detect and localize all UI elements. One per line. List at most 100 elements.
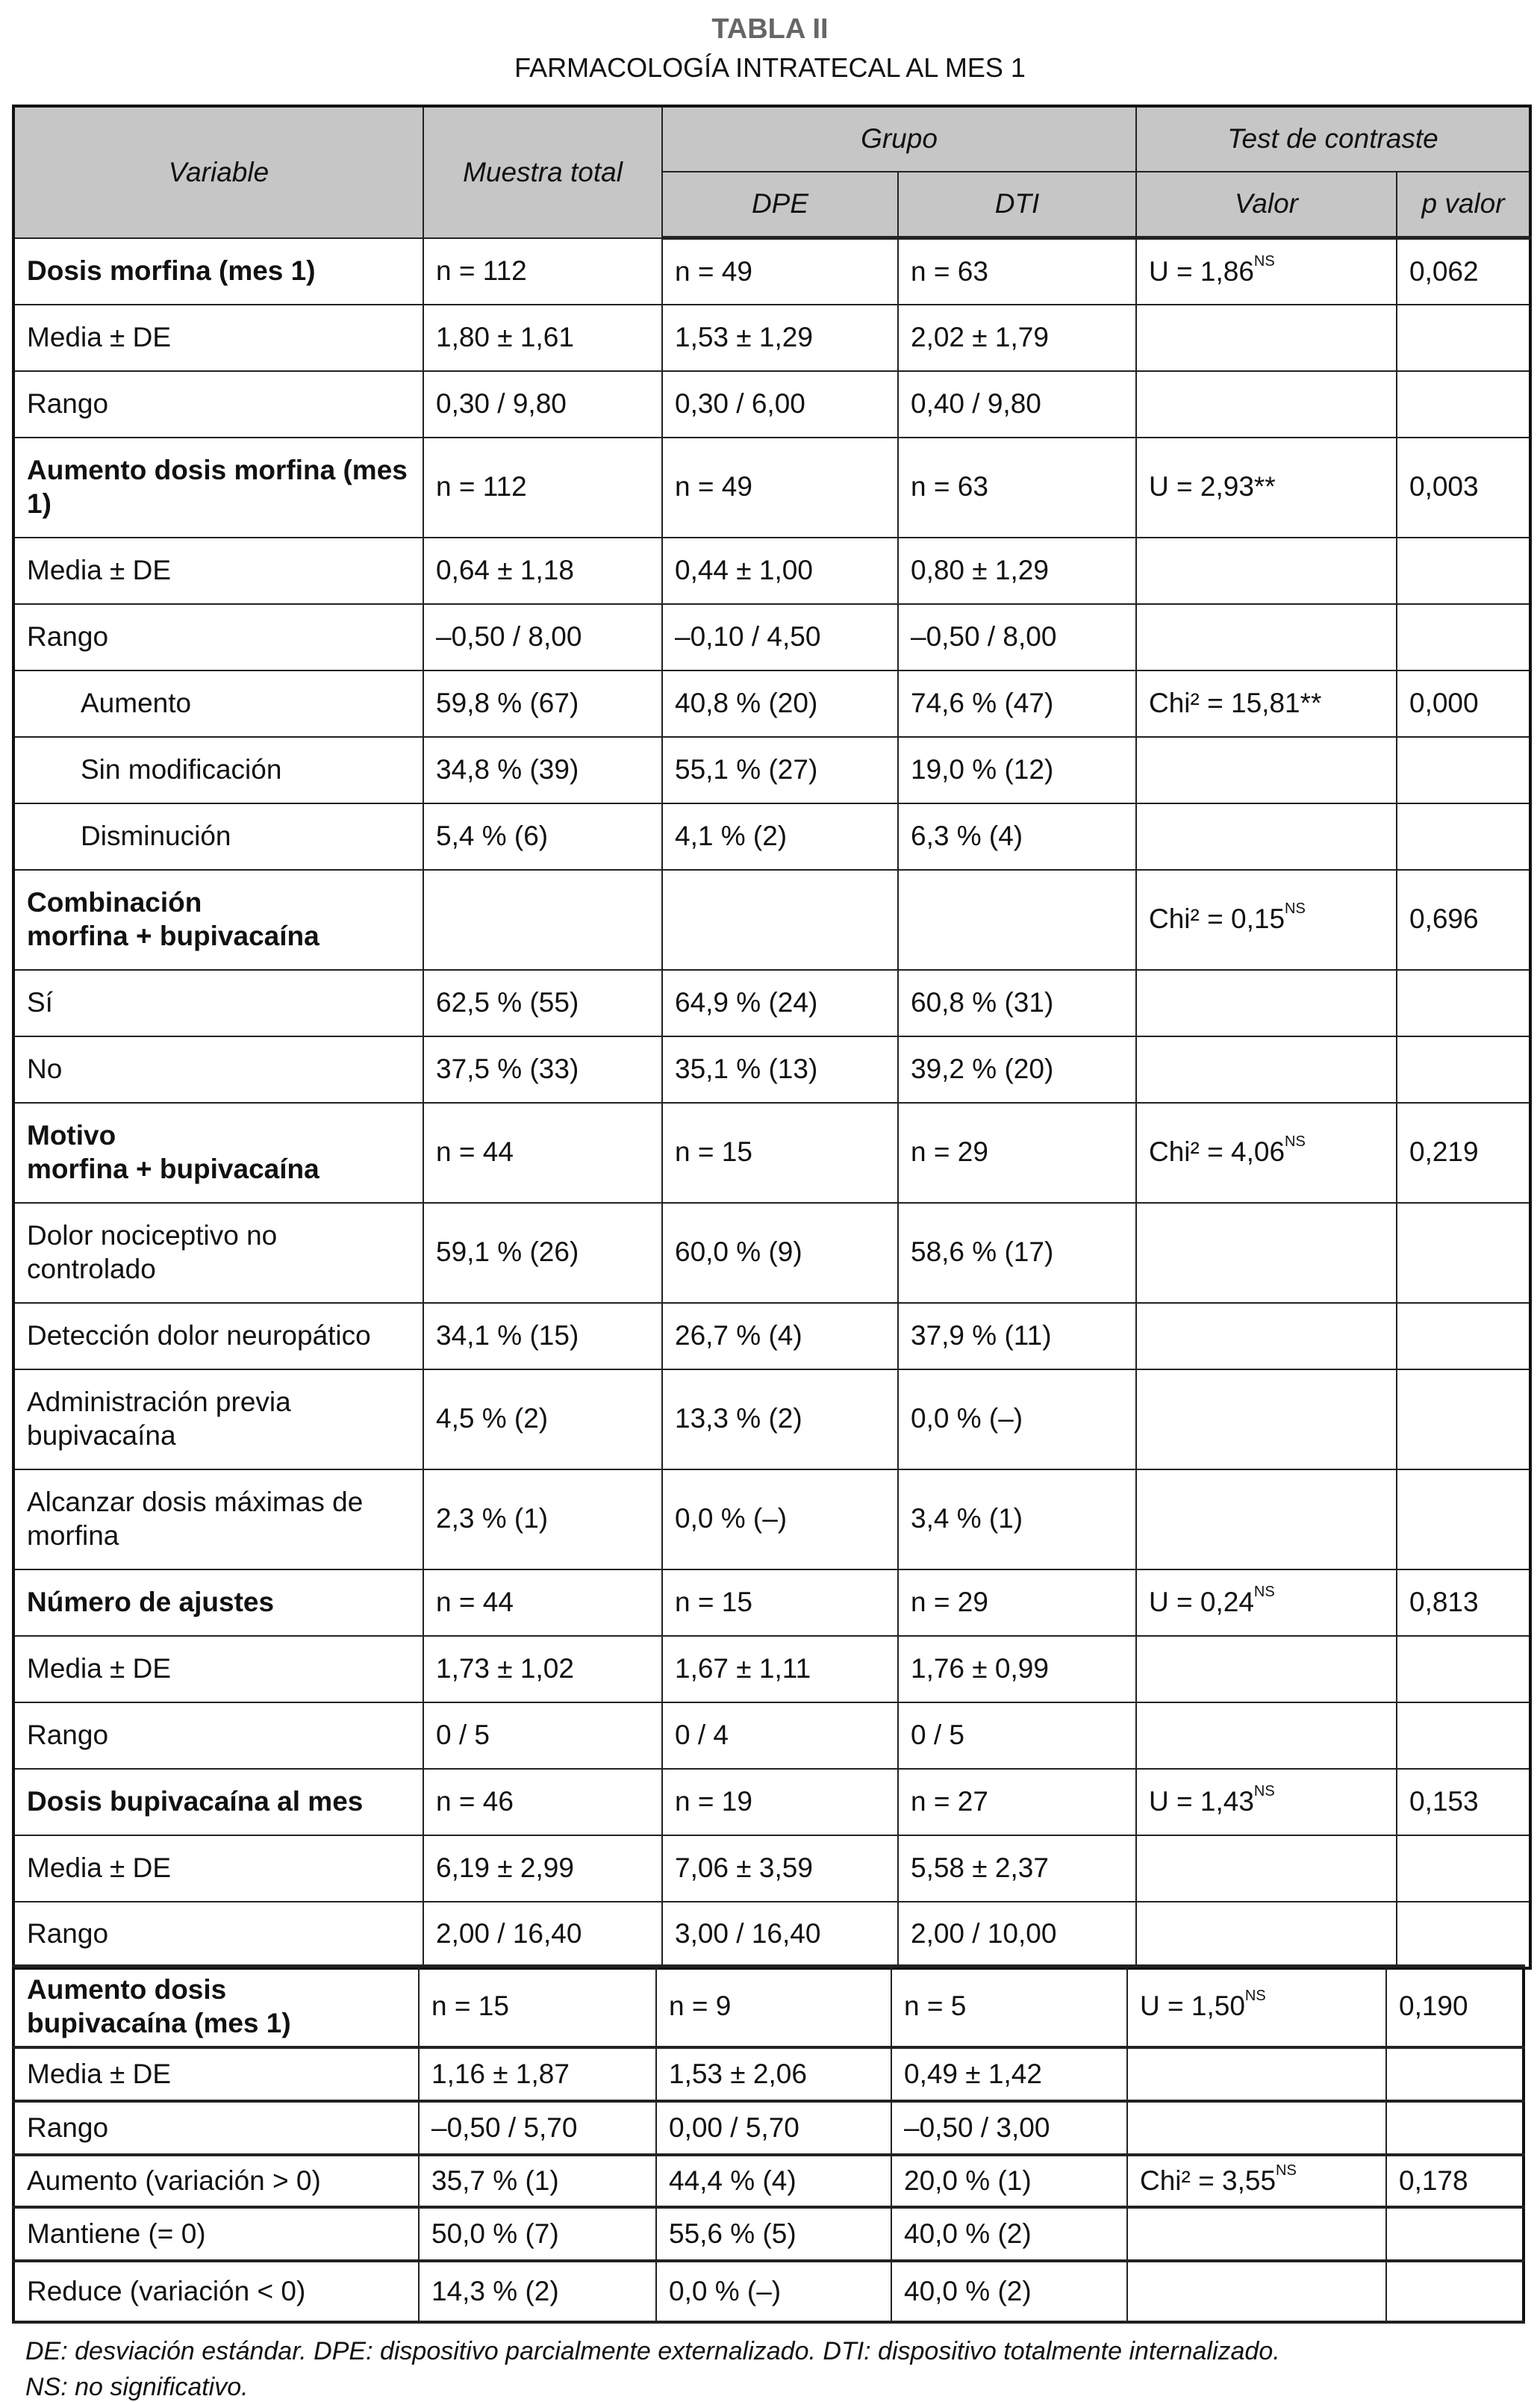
- cell-text: Detección dolor neuropático: [27, 1319, 371, 1351]
- cell-valor: [1135, 536, 1397, 605]
- cell-text: Chi² = 4,06: [1149, 1136, 1285, 1168]
- cell-text: 0,0 % (–): [911, 1403, 1023, 1434]
- cell-valor: U = 1,86NS: [1135, 237, 1397, 305]
- cell-text: 0 / 4: [675, 1719, 729, 1750]
- cell-dti: n = 29: [897, 1101, 1137, 1204]
- cell-valor: [1135, 802, 1397, 871]
- table-row: Mantiene (= 0) 50,0 % (7) 55,6 % (5) 40,0 %…: [13, 2206, 1524, 2262]
- cell-text: 59,8 % (67): [436, 687, 579, 718]
- header-grupo: Grupo: [661, 105, 1137, 172]
- cell-text: 0,40 / 9,80: [911, 388, 1041, 419]
- cell-total: n = 44: [423, 1568, 663, 1637]
- cell-valor: [1126, 2046, 1387, 2103]
- cell-dpe: 0,00 / 5,70: [655, 2100, 892, 2156]
- cell-dti: 40,0 % (2): [891, 2206, 1128, 2262]
- cell-valor: [1135, 1368, 1397, 1470]
- cell-text: 0,49 ± 1,42: [904, 2058, 1042, 2089]
- cell-text: 0,44 ± 1,00: [675, 554, 813, 585]
- cell-dti: n = 27: [897, 1767, 1137, 1836]
- cell-text: 0,0 % (–): [675, 1503, 788, 1534]
- cell-p: 0,000: [1396, 669, 1531, 738]
- cell-dti: 40,0 % (2): [891, 2259, 1128, 2324]
- cell-dti: –0,50 / 8,00: [897, 603, 1137, 671]
- cell-text: Aumento dosis bupivacaína (mes 1): [27, 1974, 291, 2038]
- cell-dti: 37,9 % (11): [897, 1301, 1137, 1370]
- cell-valor: [1135, 1301, 1397, 1370]
- cell-text: 1,80 ± 1,61: [436, 321, 574, 352]
- cell-text: n = 27: [911, 1785, 988, 1817]
- cell-text: 34,8 % (39): [436, 753, 579, 785]
- table-row: Media ± DE 6,19 ± 2,99 7,06 ± 3,59 5,58 ± 2…: [13, 1834, 1531, 1902]
- cell-text: 0,003: [1409, 471, 1479, 503]
- cell-label: Rango: [13, 2100, 420, 2156]
- cell-p: [1396, 603, 1531, 671]
- cell-text: 0,000: [1409, 687, 1479, 718]
- cell-dpe: 40,8 % (20): [661, 669, 899, 738]
- cell-text: 55,6 % (5): [669, 2218, 797, 2249]
- cell-text: n = 63: [911, 255, 988, 287]
- cell-total: n = 112: [423, 237, 663, 305]
- significance-superscript: NS: [1285, 1133, 1306, 1151]
- cell-valor: Chi² = 15,81**: [1135, 669, 1397, 738]
- cell-p: [1385, 2046, 1524, 2103]
- cell-dti: 0,40 / 9,80: [897, 370, 1137, 438]
- cell-label: Reduce (variación < 0): [13, 2259, 420, 2324]
- cell-label: Media ± DE: [13, 1634, 424, 1703]
- cell-text: –0,50 / 5,70: [431, 2112, 578, 2143]
- cell-text: n = 29: [911, 1586, 988, 1617]
- cell-text: 62,5 % (55): [436, 986, 579, 1018]
- cell-total: n = 15: [418, 1964, 657, 2049]
- cell-total: n = 46: [423, 1767, 663, 1836]
- cell-total: 4,5 % (2): [423, 1368, 663, 1470]
- cell-text: Media ± DE: [27, 554, 172, 585]
- cell-total: 14,3 % (2): [418, 2259, 657, 2324]
- cell-total: 1,80 ± 1,61: [423, 303, 663, 372]
- cell-total: 62,5 % (55): [423, 968, 663, 1037]
- cell-text: Chi² = 3,55: [1140, 2165, 1276, 2196]
- cell-text: Rango: [27, 2112, 109, 2143]
- cell-dpe: n = 9: [655, 1964, 892, 2049]
- cell-text: Rango: [27, 620, 109, 652]
- cell-dti: 0,80 ± 1,29: [897, 536, 1137, 605]
- cell-text: 0,0 % (–): [669, 2275, 782, 2306]
- table-row: Media ± DE 0,64 ± 1,18 0,44 ± 1,00 0,80 ± 1…: [13, 536, 1531, 605]
- table-row: Rango 2,00 / 16,40 3,00 / 16,40 2,00 / 10,0…: [13, 1900, 1531, 1969]
- cell-p: 0,003: [1396, 436, 1531, 538]
- significance-superscript: NS: [1285, 900, 1306, 918]
- cell-label: Rango: [13, 603, 424, 671]
- cell-text: 1,53 ± 1,29: [675, 321, 813, 352]
- cell-dti: 0,0 % (–): [897, 1368, 1137, 1470]
- cell-text: 1,53 ± 2,06: [669, 2058, 807, 2089]
- cell-label: Alcanzar dosis máximas de morfina: [13, 1468, 424, 1570]
- cell-valor: U = 0,24NS: [1135, 1568, 1397, 1637]
- cell-text: Motivo morfina + bupivacaína: [27, 1120, 319, 1184]
- cell-text: 2,00 / 16,40: [436, 1918, 582, 1950]
- table-row: Rango –0,50 / 5,70 0,00 / 5,70 –0,50 / 3,00: [13, 2100, 1524, 2156]
- cell-dpe: 64,9 % (24): [661, 968, 899, 1037]
- cell-text: Dolor nociceptivo no controlado: [27, 1220, 278, 1284]
- cell-dti: 3,4 % (1): [897, 1468, 1137, 1570]
- cell-text: Número de ajustes: [27, 1586, 275, 1617]
- cell-text: 4,5 % (2): [436, 1403, 549, 1434]
- cell-p: [1396, 735, 1531, 804]
- table-row: Dolor nociceptivo no controlado 59,1 % (2…: [13, 1201, 1531, 1304]
- cell-label: Dosis morfina (mes 1): [13, 237, 424, 305]
- cell-p: [1396, 1201, 1531, 1304]
- cell-text: n = 44: [436, 1136, 514, 1168]
- cell-total: 2,3 % (1): [423, 1468, 663, 1570]
- cell-text: 0 / 5: [436, 1719, 490, 1750]
- cell-total: n = 44: [423, 1101, 663, 1204]
- cell-valor: [1135, 303, 1397, 372]
- cell-text: 0 / 5: [911, 1719, 964, 1750]
- cell-text: n = 44: [436, 1586, 514, 1617]
- cell-text: 14,3 % (2): [431, 2275, 559, 2306]
- cell-p: [1396, 968, 1531, 1037]
- cell-valor: U = 1,50NS: [1126, 1964, 1387, 2049]
- cell-text: Rango: [27, 1719, 109, 1750]
- cell-text: 1,16 ± 1,87: [431, 2058, 570, 2089]
- cell-text: U = 1,43: [1149, 1785, 1254, 1817]
- cell-text: 74,6 % (47): [911, 687, 1054, 718]
- cell-dpe: 1,53 ± 1,29: [661, 303, 899, 372]
- cell-text: 5,58 ± 2,37: [911, 1852, 1049, 1883]
- header-muestra-total: Muestra total: [423, 105, 663, 239]
